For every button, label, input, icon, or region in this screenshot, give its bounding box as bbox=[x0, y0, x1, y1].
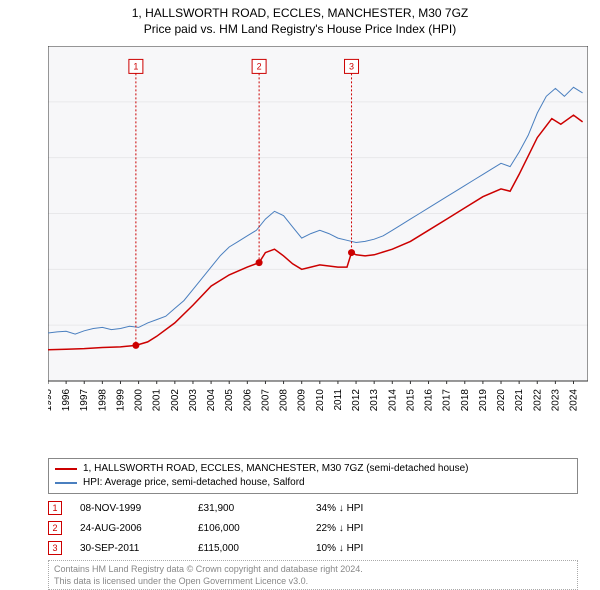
svg-text:2003: 2003 bbox=[188, 389, 199, 412]
svg-text:1997: 1997 bbox=[79, 389, 90, 412]
svg-text:2012: 2012 bbox=[351, 389, 362, 412]
event-price-2: £106,000 bbox=[198, 523, 298, 534]
legend-swatch-blue bbox=[55, 482, 77, 484]
svg-text:2011: 2011 bbox=[333, 389, 344, 411]
svg-text:2020: 2020 bbox=[496, 389, 507, 412]
svg-text:2008: 2008 bbox=[279, 389, 290, 412]
chart-svg: £0£50K£100K£150K£200K£250K£300K199519961… bbox=[48, 46, 588, 416]
svg-text:2022: 2022 bbox=[532, 389, 543, 412]
event-delta-2: 22% ↓ HPI bbox=[316, 523, 363, 534]
legend-row-blue: HPI: Average price, semi-detached house,… bbox=[55, 476, 571, 490]
event-row-3: 3 30-SEP-2011 £115,000 10% ↓ HPI bbox=[48, 538, 363, 558]
event-delta-1: 34% ↓ HPI bbox=[316, 503, 363, 514]
title-line-2: Price paid vs. HM Land Registry's House … bbox=[0, 20, 600, 36]
footer-line-2: This data is licensed under the Open Gov… bbox=[54, 575, 572, 587]
title-line-1: 1, HALLSWORTH ROAD, ECCLES, MANCHESTER, … bbox=[0, 0, 600, 20]
event-price-1: £31,900 bbox=[198, 503, 298, 514]
footer-line-1: Contains HM Land Registry data © Crown c… bbox=[54, 563, 572, 575]
svg-text:2016: 2016 bbox=[424, 389, 435, 412]
svg-text:2018: 2018 bbox=[460, 389, 471, 412]
svg-text:1996: 1996 bbox=[61, 389, 72, 412]
svg-text:2001: 2001 bbox=[152, 389, 163, 412]
svg-text:2009: 2009 bbox=[297, 389, 308, 412]
svg-text:2024: 2024 bbox=[569, 389, 580, 412]
svg-text:2005: 2005 bbox=[224, 389, 235, 412]
legend-label-red: 1, HALLSWORTH ROAD, ECCLES, MANCHESTER, … bbox=[83, 462, 468, 476]
event-marker-1-icon: 1 bbox=[48, 501, 62, 515]
svg-text:1: 1 bbox=[133, 61, 138, 71]
svg-text:2023: 2023 bbox=[550, 389, 561, 412]
svg-text:2015: 2015 bbox=[405, 389, 416, 412]
event-delta-3: 10% ↓ HPI bbox=[316, 543, 363, 554]
event-row-1: 1 08-NOV-1999 £31,900 34% ↓ HPI bbox=[48, 498, 363, 518]
svg-text:2019: 2019 bbox=[478, 389, 489, 412]
svg-text:2: 2 bbox=[257, 61, 262, 71]
event-date-3: 30-SEP-2011 bbox=[80, 543, 180, 554]
figure-container: 1, HALLSWORTH ROAD, ECCLES, MANCHESTER, … bbox=[0, 0, 600, 590]
svg-text:1999: 1999 bbox=[115, 389, 126, 412]
events-table: 1 08-NOV-1999 £31,900 34% ↓ HPI 2 24-AUG… bbox=[48, 498, 363, 558]
svg-text:3: 3 bbox=[349, 61, 354, 71]
footer-licence: Contains HM Land Registry data © Crown c… bbox=[48, 560, 578, 590]
legend: 1, HALLSWORTH ROAD, ECCLES, MANCHESTER, … bbox=[48, 458, 578, 494]
svg-text:2006: 2006 bbox=[242, 389, 253, 412]
legend-row-red: 1, HALLSWORTH ROAD, ECCLES, MANCHESTER, … bbox=[55, 462, 571, 476]
svg-text:2000: 2000 bbox=[134, 389, 145, 412]
svg-text:2013: 2013 bbox=[369, 389, 380, 412]
svg-text:2007: 2007 bbox=[260, 389, 271, 412]
svg-text:2004: 2004 bbox=[206, 389, 217, 412]
svg-text:2014: 2014 bbox=[387, 389, 398, 412]
event-marker-2-icon: 2 bbox=[48, 521, 62, 535]
event-date-1: 08-NOV-1999 bbox=[80, 503, 180, 514]
svg-text:1995: 1995 bbox=[48, 389, 54, 412]
event-price-3: £115,000 bbox=[198, 543, 298, 554]
event-date-2: 24-AUG-2006 bbox=[80, 523, 180, 534]
svg-text:2002: 2002 bbox=[170, 389, 181, 412]
svg-text:1998: 1998 bbox=[97, 389, 108, 412]
event-marker-3-icon: 3 bbox=[48, 541, 62, 555]
legend-swatch-red bbox=[55, 468, 77, 470]
svg-text:2021: 2021 bbox=[514, 389, 525, 412]
svg-text:2010: 2010 bbox=[315, 389, 326, 412]
event-row-2: 2 24-AUG-2006 £106,000 22% ↓ HPI bbox=[48, 518, 363, 538]
svg-text:2017: 2017 bbox=[442, 389, 453, 412]
legend-label-blue: HPI: Average price, semi-detached house,… bbox=[83, 476, 305, 490]
